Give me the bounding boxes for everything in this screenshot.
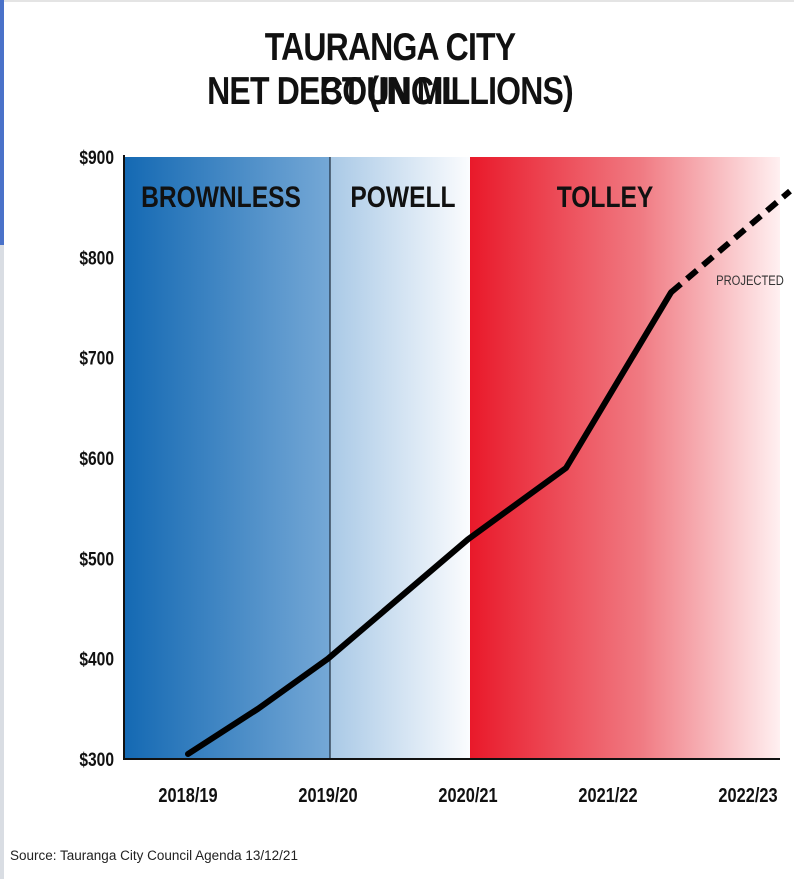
- y-tick-label: $500: [79, 548, 114, 570]
- band-label-powell: POWELL: [350, 180, 455, 214]
- y-tick-label: $400: [79, 648, 114, 670]
- y-tick-label: $600: [79, 448, 114, 470]
- window-edge-strip: [0, 0, 4, 879]
- y-tick-label: $800: [79, 247, 114, 269]
- y-tick-label: $300: [79, 749, 114, 771]
- x-tick-label: 2020/21: [438, 783, 497, 806]
- net-debt-line: [185, 289, 674, 757]
- y-tick-label: $700: [79, 347, 114, 369]
- source-note: Source: Tauranga City Council Agenda 13/…: [10, 848, 298, 863]
- band-label-tolley: TOLLEY: [557, 180, 654, 214]
- band-brownless: [124, 157, 330, 759]
- x-tick-label: 2021/22: [578, 783, 637, 806]
- projected-debt-line: [669, 188, 792, 295]
- window-edge-accent: [0, 0, 4, 245]
- band-label-brownless: BROWNLESS: [141, 180, 301, 214]
- x-tick-label: 2018/19: [158, 783, 217, 806]
- chart-title-line-2: NET DEBT (IN MILLIONS): [207, 70, 574, 113]
- x-tick-label: 2022/23: [718, 783, 777, 806]
- projected-label: PROJECTED: [716, 273, 784, 288]
- x-tick-label: 2019/20: [298, 783, 357, 806]
- band-powell: [330, 157, 470, 759]
- band-tolley: [470, 157, 780, 759]
- chart-title-line-1: TAURANGA CITY COUNCIL: [264, 26, 516, 113]
- y-tick-label: $900: [79, 147, 114, 169]
